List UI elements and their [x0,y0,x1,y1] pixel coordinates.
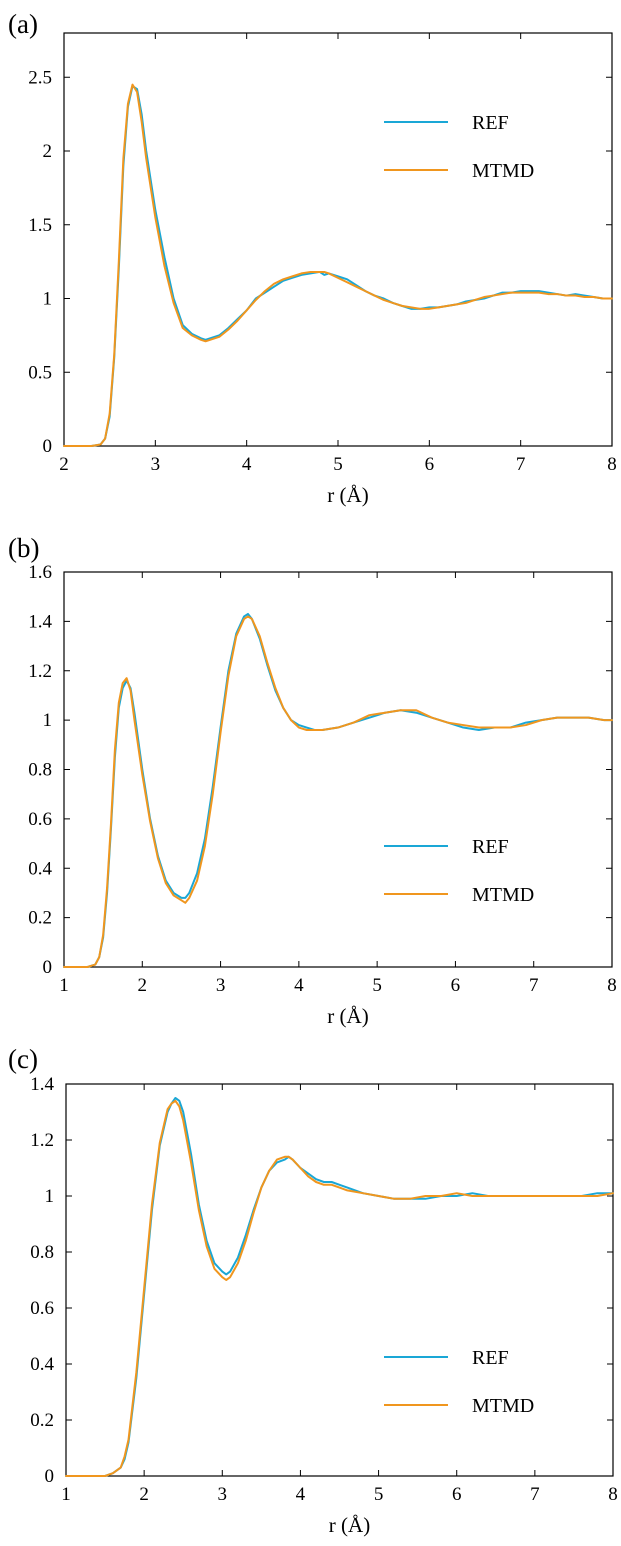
x-tick-label: 5 [333,454,343,475]
x-tick-label: 2 [59,454,69,475]
x-tick-label: 8 [608,1484,618,1505]
series-line-mtmd [65,1099,614,1477]
x-tick-label: 8 [607,975,617,996]
y-tick-label: 0 [43,436,53,457]
y-tick-label: 0.2 [28,908,52,929]
y-tick-label: 0 [45,1466,55,1487]
y-tick-label: 1 [43,289,53,310]
x-tick-label: 4 [294,975,304,996]
x-tick-label: 5 [374,1484,384,1505]
x-tick-label: 7 [529,975,539,996]
x-tick-label: 7 [530,1484,540,1505]
x-tick-label: 2 [139,1484,149,1505]
plot-frame [65,1083,614,1477]
y-tick-label: 0.5 [28,362,52,383]
y-tick-label: 0.6 [28,809,52,830]
y-tick-label: 1.4 [30,1074,54,1095]
x-tick-label: 3 [151,454,161,475]
legend-label-ref: REF [472,1347,509,1369]
y-tick-label: 1.5 [28,215,52,236]
x-tick-label: 6 [452,1484,462,1505]
y-tick-label: 0.4 [30,1354,54,1375]
legend-label-ref: REF [472,836,509,858]
x-tick-label: 3 [216,975,226,996]
x-tick-label: 6 [451,975,461,996]
x-tick-label: 8 [607,454,617,475]
y-tick-label: 1.2 [28,661,52,682]
y-tick-label: 2.5 [28,67,52,88]
x-tick-label: 1 [59,975,69,996]
y-tick-label: 0.4 [28,858,52,879]
x-tick-label: 1 [61,1484,71,1505]
legend-label-mtmd: MTMD [472,160,534,182]
x-tick-label: 6 [425,454,435,475]
y-tick-label: 1 [45,1186,55,1207]
series-line-ref [63,612,613,968]
y-tick-label: 1.4 [28,611,52,632]
x-tick-label: 4 [296,1484,306,1505]
y-tick-label: 0.2 [30,1410,54,1431]
y-tick-label: 1 [43,710,53,731]
legend-label-mtmd: MTMD [472,884,534,906]
chart-panel-3: (c) 1 2 3 4 5 6 7 8 0 0.2 0.4 0.6 0.8 1 1.2 1.4 r (Å) REF M… [8,1044,618,1537]
series-line-mtmd [63,615,613,968]
y-tick-label: 0.6 [30,1298,54,1319]
chart-panel-1: (a) 2 3 4 5 6 7 8 0 0.5 1 1.5 2 2.5 r (Å) REF MTMD [8,9,617,507]
y-tick-label: 0 [43,957,53,978]
x-tick-label: 5 [372,975,382,996]
x-axis-title: r (Å) [327,1004,368,1028]
y-tick-label: 1.2 [30,1130,54,1151]
x-tick-label: 4 [242,454,252,475]
panel-label: (c) [8,1044,38,1074]
y-tick-label: 2 [43,141,53,162]
panel-label: (b) [8,533,39,563]
panel-label: (a) [8,9,38,39]
chart-panel-2: (b) 1 2 3 4 5 6 7 8 0 0.2 0.4 0.6 0.8 1 1.2 1.4 1.6 r (Å) R… [8,533,617,1028]
x-tick-label: 2 [138,975,148,996]
series-line-mtmd [63,83,613,447]
y-tick-label: 1.6 [28,562,52,583]
x-tick-label: 3 [218,1484,228,1505]
legend-label-ref: REF [472,112,509,134]
x-axis-title: r (Å) [327,483,368,507]
legend-label-mtmd: MTMD [472,1395,534,1417]
x-axis-title: r (Å) [329,1513,370,1537]
y-tick-label: 0.8 [30,1242,54,1263]
x-tick-label: 7 [516,454,526,475]
y-tick-label: 0.8 [28,760,52,781]
